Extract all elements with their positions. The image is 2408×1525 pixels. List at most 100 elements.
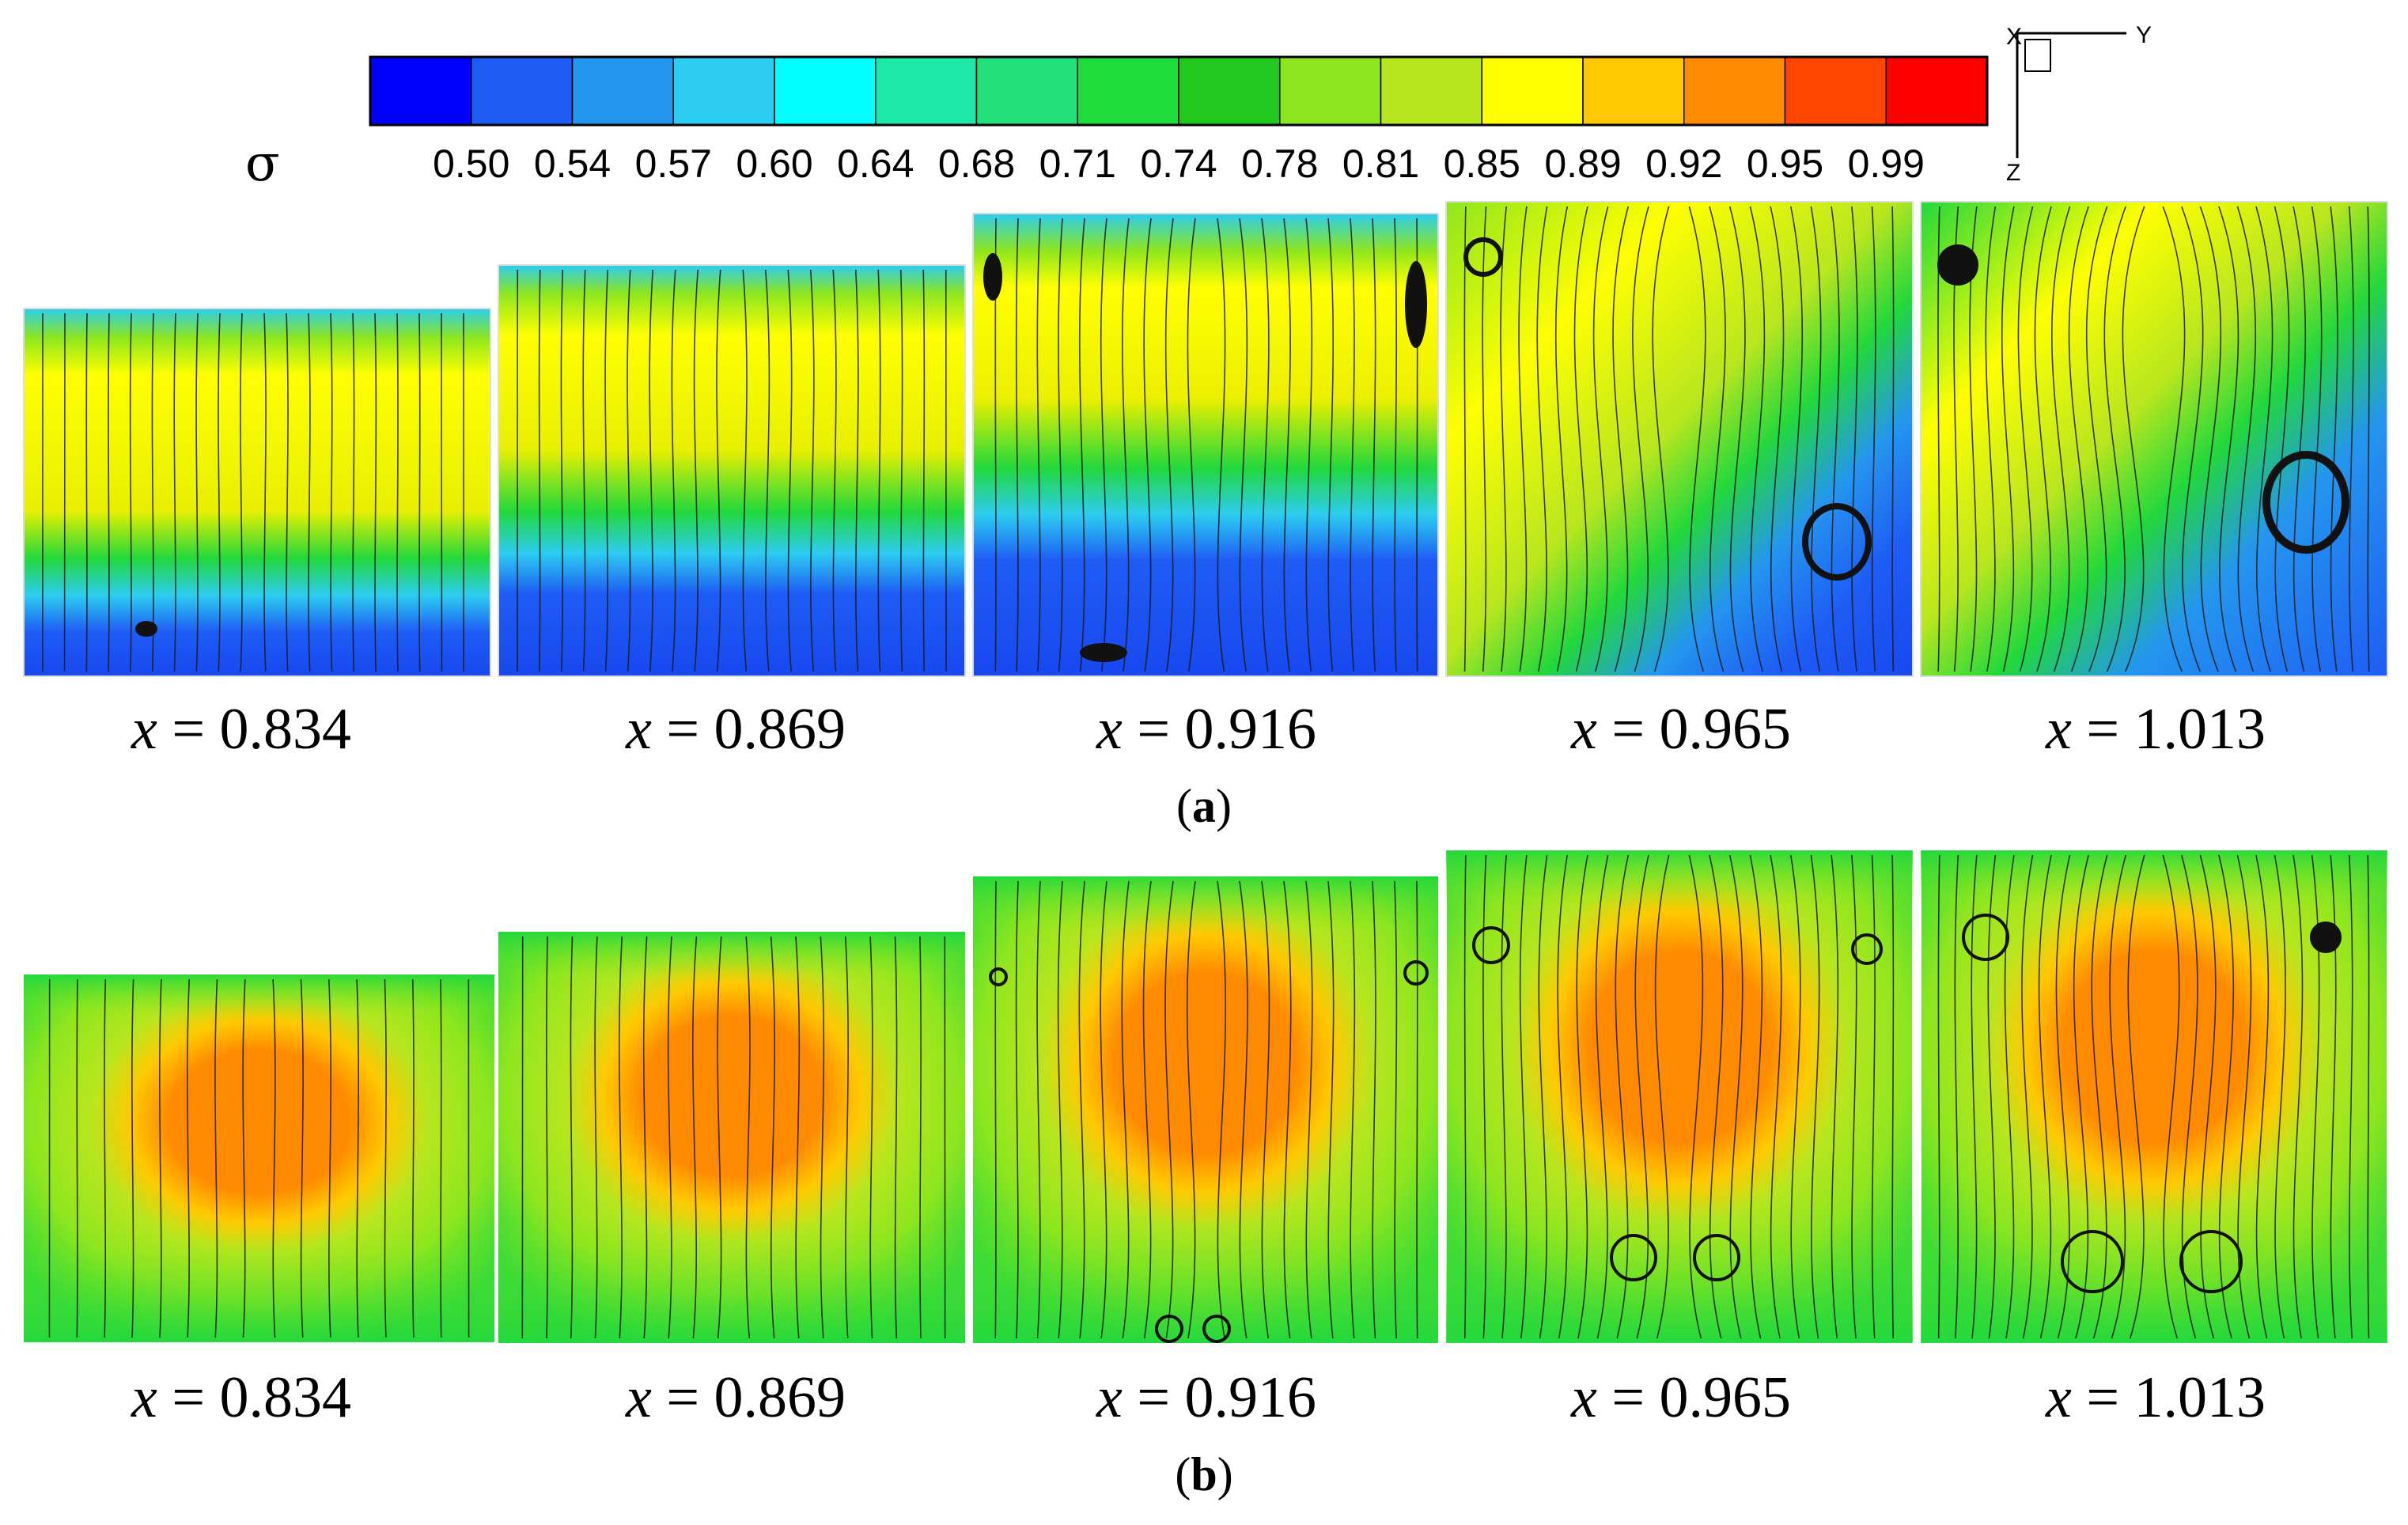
streamline — [1536, 206, 1548, 672]
plot-a1 — [23, 308, 491, 677]
streamline — [1015, 218, 1019, 672]
streamline — [1305, 218, 1313, 672]
axis-y-label: Y — [2136, 22, 2152, 48]
legend-tick-label: 0.78 — [1241, 142, 1319, 186]
colorbar-segment — [571, 56, 674, 126]
streamline — [2085, 206, 2108, 672]
streamline — [1519, 854, 1528, 1339]
streamline — [1789, 854, 1801, 1339]
streamline — [1078, 218, 1085, 672]
streamline — [742, 269, 748, 672]
colorbar-segment — [875, 56, 978, 126]
streamline — [1688, 854, 1704, 1339]
caption-b5: x = 1.013 — [2045, 1365, 2266, 1430]
legend-tick-label: 0.54 — [533, 142, 611, 186]
streamline — [1871, 854, 1876, 1339]
colorbar-segment — [471, 56, 574, 126]
streamline — [2181, 206, 2204, 672]
streamline — [770, 936, 776, 1339]
axis-z-label: Z — [2006, 160, 2021, 186]
caption-a5: x = 1.013 — [2045, 697, 2266, 762]
streamline — [1058, 218, 1063, 672]
caption-b2: x = 0.869 — [625, 1365, 846, 1430]
streamline — [1573, 206, 1588, 672]
streamline — [869, 936, 873, 1339]
streamline — [214, 978, 218, 1338]
legend-tick-label: 0.85 — [1443, 142, 1520, 186]
streamline — [2001, 206, 2015, 672]
legend-tick-label: 0.71 — [1039, 142, 1116, 186]
streamline — [627, 269, 631, 672]
legend-tick-label: 0.60 — [736, 142, 813, 186]
streamline — [877, 269, 881, 672]
streamlines-b — [48, 854, 2370, 1339]
streamline — [2109, 854, 2126, 1339]
streamline — [1261, 880, 1270, 1339]
caption-b1: x = 0.834 — [131, 1365, 352, 1430]
streamline — [158, 978, 162, 1338]
streamline — [809, 269, 815, 672]
streamline — [1372, 218, 1376, 672]
streamline — [1100, 218, 1107, 672]
streamline — [2073, 854, 2089, 1339]
streamline — [1709, 206, 1726, 672]
streamline — [1416, 880, 1418, 1339]
colorbar-segment — [1279, 56, 1382, 126]
colorbar-segment — [369, 56, 472, 126]
streamline — [899, 269, 903, 672]
streamline — [1036, 218, 1041, 672]
streamline — [1538, 854, 1548, 1339]
colorbar — [369, 55, 1989, 127]
streamline — [1239, 218, 1248, 672]
streamline — [2103, 206, 2126, 672]
streamline — [131, 978, 134, 1338]
streamline — [1612, 206, 1630, 672]
colorbar-segment — [1784, 56, 1887, 126]
streamline — [1261, 218, 1270, 672]
streamline — [384, 978, 387, 1338]
streamline — [1810, 206, 1822, 672]
streamline — [2162, 854, 2180, 1339]
streamline — [2236, 854, 2252, 1339]
streamline — [1122, 218, 1130, 672]
streamline — [2255, 854, 2270, 1339]
streamline — [1500, 206, 1507, 672]
streamline — [1142, 880, 1152, 1339]
streamline — [919, 936, 922, 1339]
streamline — [787, 269, 793, 672]
streamline — [286, 312, 289, 672]
colorbar-segment — [1885, 56, 1988, 126]
streamline — [795, 936, 801, 1339]
streamline — [642, 936, 648, 1339]
streamline — [1871, 206, 1876, 672]
streamline — [1557, 854, 1569, 1339]
caption-a2: x = 0.869 — [625, 697, 846, 762]
streamline — [745, 936, 751, 1339]
streamline — [1217, 218, 1226, 672]
streamline — [1036, 880, 1041, 1339]
streamline — [1186, 880, 1196, 1339]
streamline — [104, 978, 107, 1338]
colorbar-segment — [1077, 56, 1179, 126]
streamline — [649, 269, 654, 672]
streamline — [242, 978, 246, 1338]
colorbar-segment — [1683, 56, 1786, 126]
streamline — [411, 978, 415, 1338]
streamline — [352, 312, 355, 672]
streamline — [619, 936, 623, 1339]
streamline — [2311, 206, 2323, 672]
streamline — [1810, 854, 1820, 1339]
legend-tick-label: 0.92 — [1645, 142, 1723, 186]
streamline — [1634, 854, 1649, 1339]
streamline — [764, 269, 770, 672]
streamline — [2051, 206, 2071, 672]
streamline — [2330, 206, 2338, 672]
streamline — [1121, 880, 1130, 1339]
caption-a1: x = 0.834 — [131, 697, 352, 762]
streamline — [1728, 206, 1746, 672]
streamline — [560, 269, 564, 672]
legend-tick-label: 0.57 — [634, 142, 712, 186]
streamline — [195, 312, 199, 672]
streamline — [820, 936, 825, 1339]
streamline — [667, 936, 672, 1339]
